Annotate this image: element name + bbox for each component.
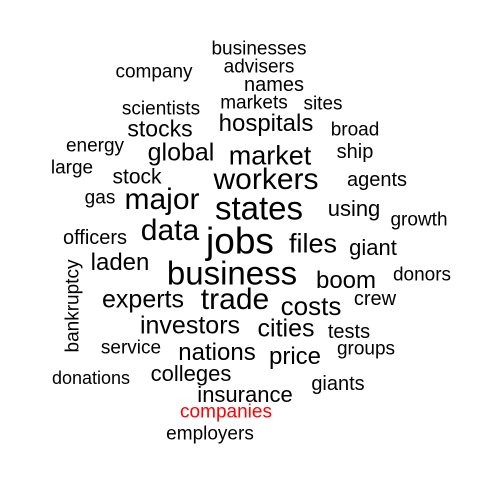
word-sites: sites xyxy=(303,93,343,115)
word-boom: boom xyxy=(315,267,377,294)
word-business: business xyxy=(166,254,298,292)
word-files: files xyxy=(288,228,338,259)
word-insurance: insurance xyxy=(197,382,293,407)
word-ship: ship xyxy=(336,141,374,163)
word-businesses: businesses xyxy=(211,38,307,60)
word-company: company xyxy=(115,61,193,83)
word-broad: broad xyxy=(330,119,380,141)
word-workers: workers xyxy=(213,163,319,196)
word-growth: growth xyxy=(390,209,448,231)
word-jobs: jobs xyxy=(206,220,274,262)
word-stock: stock xyxy=(112,165,162,189)
word-tests: tests xyxy=(327,321,371,343)
word-markets: markets xyxy=(220,92,288,114)
word-bankruptcy: bankruptcy xyxy=(62,259,84,353)
word-nations: nations xyxy=(178,339,256,366)
word-market: market xyxy=(228,140,312,171)
word-laden: laden xyxy=(90,249,150,276)
word-using: using xyxy=(327,196,381,221)
word-advisers: advisers xyxy=(223,56,295,78)
word-data: data xyxy=(140,214,200,247)
word-scientists: scientists xyxy=(121,98,201,120)
word-states: states xyxy=(214,189,304,227)
word-agents: agents xyxy=(346,169,408,191)
word-groups: groups xyxy=(336,338,396,360)
word-companies: companies xyxy=(180,401,272,423)
word-large: large xyxy=(50,157,94,179)
word-investors: investors xyxy=(139,311,241,340)
word-officers: officers xyxy=(62,227,128,249)
word-gas: gas xyxy=(84,187,116,209)
word-trade: trade xyxy=(200,283,270,316)
word-employers: employers xyxy=(166,423,254,445)
word-price: price xyxy=(268,343,322,370)
word-costs: costs xyxy=(280,291,342,321)
word-names: names xyxy=(243,74,305,96)
word-global: global xyxy=(147,138,215,167)
word-service: service xyxy=(100,337,162,359)
word-crew: crew xyxy=(353,288,397,310)
word-experts: experts xyxy=(102,285,184,314)
word-major: major xyxy=(124,183,200,216)
word-energy: energy xyxy=(65,135,125,157)
word-colleges: colleges xyxy=(150,361,232,386)
word-cities: cities xyxy=(257,314,315,343)
word-stocks: stocks xyxy=(127,115,193,142)
word-hospitals: hospitals xyxy=(218,110,314,137)
word-giants: giants xyxy=(311,373,365,395)
word-donors: donors xyxy=(392,264,452,286)
word-giant: giant xyxy=(349,235,397,260)
word-donations: donations xyxy=(51,368,131,388)
